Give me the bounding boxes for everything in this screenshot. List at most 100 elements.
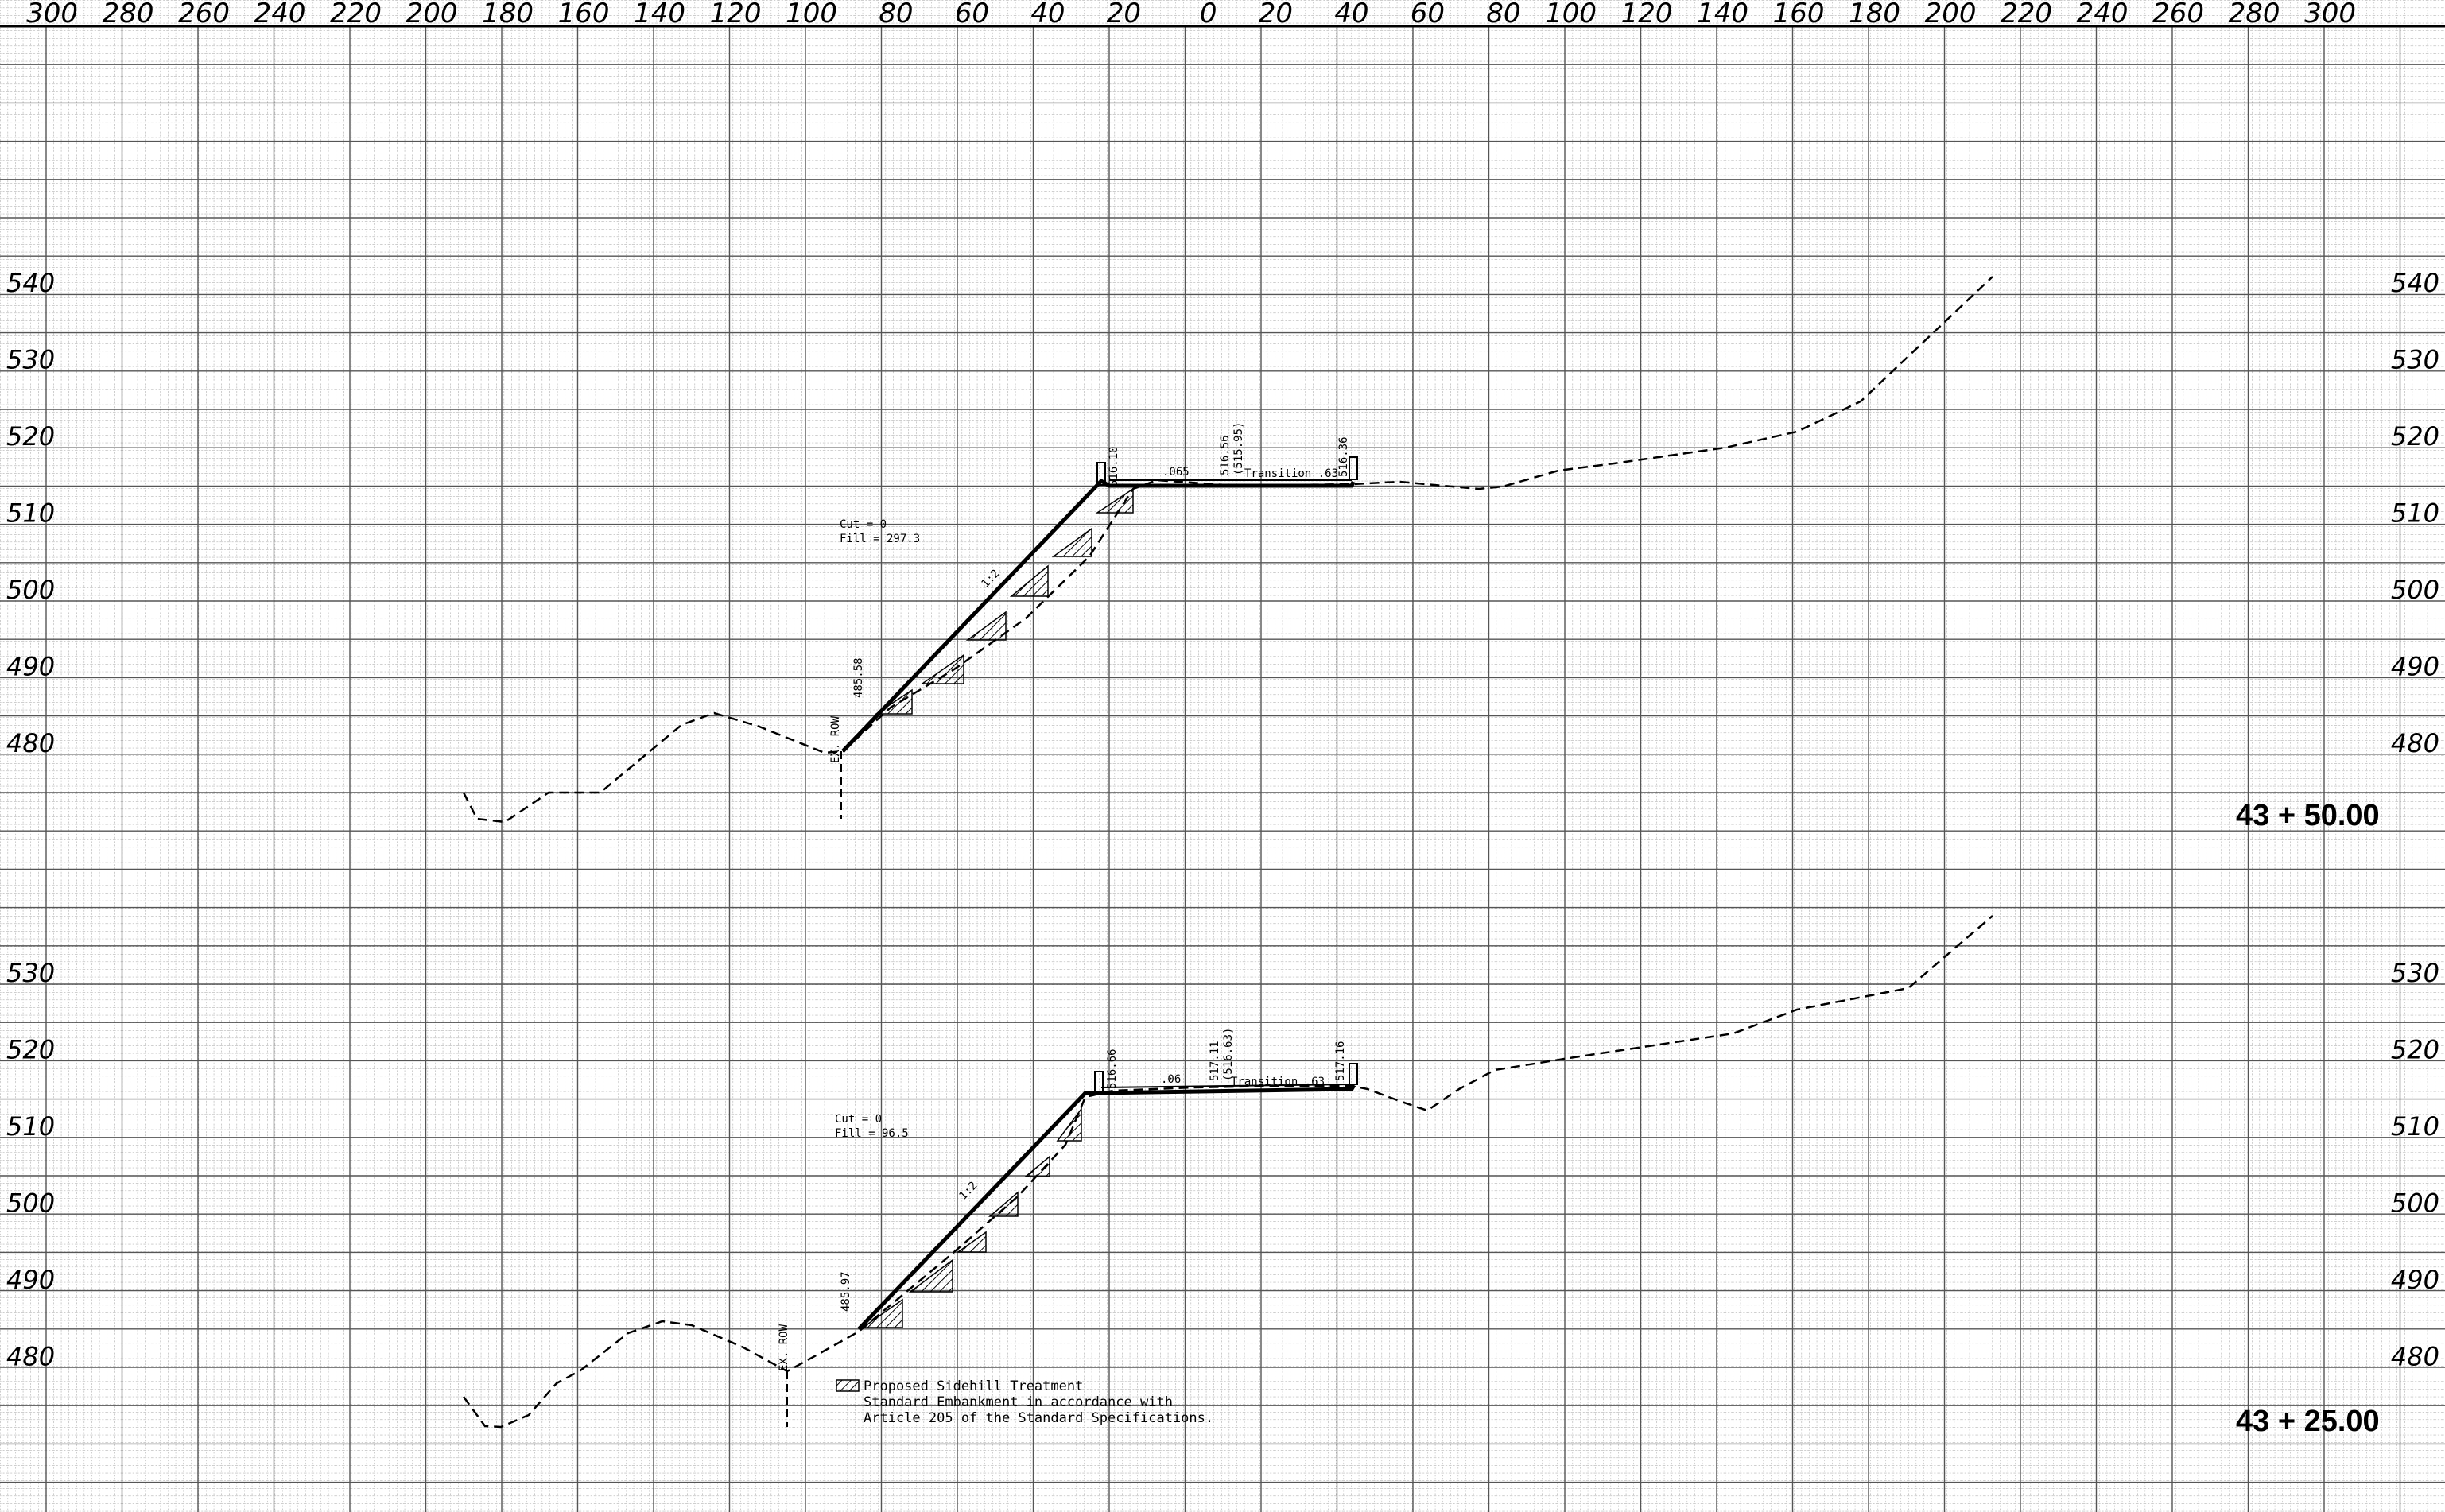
- curb-right-1: [1349, 456, 1358, 480]
- elev-label-right: 500: [2391, 575, 2439, 605]
- x-tick-label: 140: [1697, 0, 1748, 29]
- elev-shoulder-right-1: 516.36: [1337, 436, 1350, 477]
- station-label-2: 43 + 25.00: [2236, 1405, 2380, 1438]
- fill-label-1: Fill = 297.3: [840, 533, 920, 545]
- existing-ground-1: [462, 276, 1993, 824]
- x-tick-label: 80: [879, 0, 913, 29]
- elev-shoulder-left-2: 516.66: [1106, 1049, 1119, 1089]
- legend: Proposed Sidehill Treatment Standard Emb…: [836, 1378, 1213, 1426]
- elev-label-right: 530: [2391, 958, 2439, 988]
- x-tick-label: 40: [1030, 0, 1065, 29]
- elev-label-right: 480: [2391, 1342, 2439, 1372]
- elev-label-left: 500: [6, 1188, 55, 1219]
- x-tick-label: 40: [1334, 0, 1368, 29]
- elev-cl-sub-1: (515.95): [1232, 422, 1245, 475]
- elev-cl-1: 516.56: [1219, 435, 1232, 475]
- x-tick-label: 20: [1259, 0, 1293, 29]
- fill-label-2: Fill = 96.5: [835, 1127, 909, 1140]
- elev-label-left: 520: [6, 1035, 55, 1065]
- elev-label-left: 490: [6, 1265, 55, 1295]
- elev-label-right: 490: [2391, 1265, 2439, 1295]
- cross-slope-left-1: .065: [1162, 466, 1190, 479]
- x-tick-label: 240: [254, 0, 306, 29]
- elev-label-left: 490: [6, 652, 55, 682]
- transition-label-1: Transition .63: [1244, 467, 1338, 480]
- transition-label-2: Transition .63: [1231, 1076, 1325, 1088]
- elev-label-right: 480: [2391, 728, 2439, 758]
- elev-label-right: 540: [2391, 268, 2439, 298]
- elev-cl-2: 517.11: [1209, 1041, 1221, 1081]
- curb-right-2: [1349, 1063, 1358, 1085]
- x-tick-label: 80: [1486, 0, 1520, 29]
- x-tick-label: 60: [1411, 0, 1445, 29]
- elev-label-left: 510: [6, 1111, 55, 1142]
- elev-label-left: 480: [6, 1342, 55, 1372]
- x-tick-label: 160: [1773, 0, 1825, 29]
- x-tick-label: 160: [558, 0, 610, 29]
- x-tick-label: 100: [1545, 0, 1597, 29]
- x-tick-label: 280: [103, 0, 154, 29]
- legend-line-1: Standard Embankment in accordance with: [864, 1394, 1173, 1410]
- x-tick-label: 180: [1849, 0, 1900, 29]
- elev-label-left: 500: [6, 575, 55, 605]
- x-tick-label: 100: [786, 0, 837, 29]
- elev-label-right: 530: [2391, 345, 2439, 375]
- elev-cl-sub-2: (516.63): [1222, 1028, 1235, 1081]
- elev-toe-2: 485.97: [840, 1271, 852, 1312]
- row-label-1: EX. ROW: [829, 715, 842, 763]
- elev-label-left: 530: [6, 345, 55, 375]
- x-tick-label: 300: [2304, 0, 2356, 29]
- x-tick-label: 60: [955, 0, 989, 29]
- x-tick-label: 240: [2077, 0, 2129, 29]
- elev-label-right: 510: [2391, 498, 2439, 529]
- elev-label-right: 490: [2391, 652, 2439, 682]
- elev-label-right: 510: [2391, 1111, 2439, 1142]
- cut-label-2: Cut = 0: [835, 1113, 882, 1126]
- x-tick-label: 120: [1621, 0, 1673, 29]
- legend-line-2: Article 205 of the Standard Specificatio…: [864, 1410, 1213, 1426]
- station-label-1: 43 + 50.00: [2236, 799, 2380, 832]
- x-tick-label: 120: [710, 0, 762, 29]
- elev-label-left: 540: [6, 268, 55, 298]
- legend-swatch: [836, 1379, 860, 1392]
- cross-slope-left-2: .06: [1161, 1073, 1181, 1086]
- major-grid: [0, 26, 2445, 1512]
- curb-left-1: [1096, 462, 1106, 486]
- curb-left-2: [1094, 1071, 1104, 1093]
- legend-title: Proposed Sidehill Treatment: [864, 1378, 1083, 1394]
- x-tick-label: 260: [178, 0, 230, 29]
- x-tick-label: 200: [1925, 0, 1977, 29]
- elev-toe-1: 485.58: [852, 657, 865, 698]
- section-2: Cut = 0 Fill = 96.5 1:2 516.66 517.11 (5…: [462, 915, 2380, 1438]
- x-tick-label: 300: [26, 0, 78, 29]
- row-label-2: EX. ROW: [778, 1324, 790, 1371]
- x-tick-label: 180: [482, 0, 534, 29]
- existing-ground-2: [462, 915, 1993, 1429]
- elevation-labels: 540 540 530 530 520 520 510 510 500 500 490 490 480 4…: [6, 268, 2439, 1372]
- elev-label-left: 480: [6, 728, 55, 758]
- sidehill-benches-1: [874, 487, 1134, 715]
- elev-label-right: 520: [2391, 421, 2439, 452]
- proposed-section-1: [841, 478, 1356, 753]
- road-surface-2: [1100, 1084, 1353, 1088]
- x-tick-label: 0: [1200, 0, 1217, 29]
- x-tick-label: 220: [2001, 0, 2052, 29]
- section-1: Cut = 0 Fill = 297.3 1:2 516.10 516.56 (…: [462, 276, 2380, 832]
- x-tick-label: 140: [634, 0, 685, 29]
- x-axis-ticks: 300 280 260 240 220 200 180 160 140 120 100 80 60 40 2…: [26, 0, 2356, 29]
- x-tick-label: 200: [406, 0, 458, 29]
- x-tick-label: 220: [330, 0, 382, 29]
- elev-label-left: 520: [6, 421, 55, 452]
- elev-label-right: 500: [2391, 1188, 2439, 1219]
- elev-shoulder-right-2: 517.16: [1334, 1041, 1347, 1081]
- elev-label-left: 530: [6, 958, 55, 988]
- x-tick-label: 20: [1107, 0, 1141, 29]
- elev-shoulder-left-1: 516.10: [1108, 446, 1120, 487]
- elev-label-left: 510: [6, 498, 55, 529]
- x-tick-label: 260: [2152, 0, 2204, 29]
- x-tick-label: 280: [2229, 0, 2280, 29]
- cut-label-1: Cut = 0: [840, 518, 887, 531]
- elev-label-right: 520: [2391, 1035, 2439, 1065]
